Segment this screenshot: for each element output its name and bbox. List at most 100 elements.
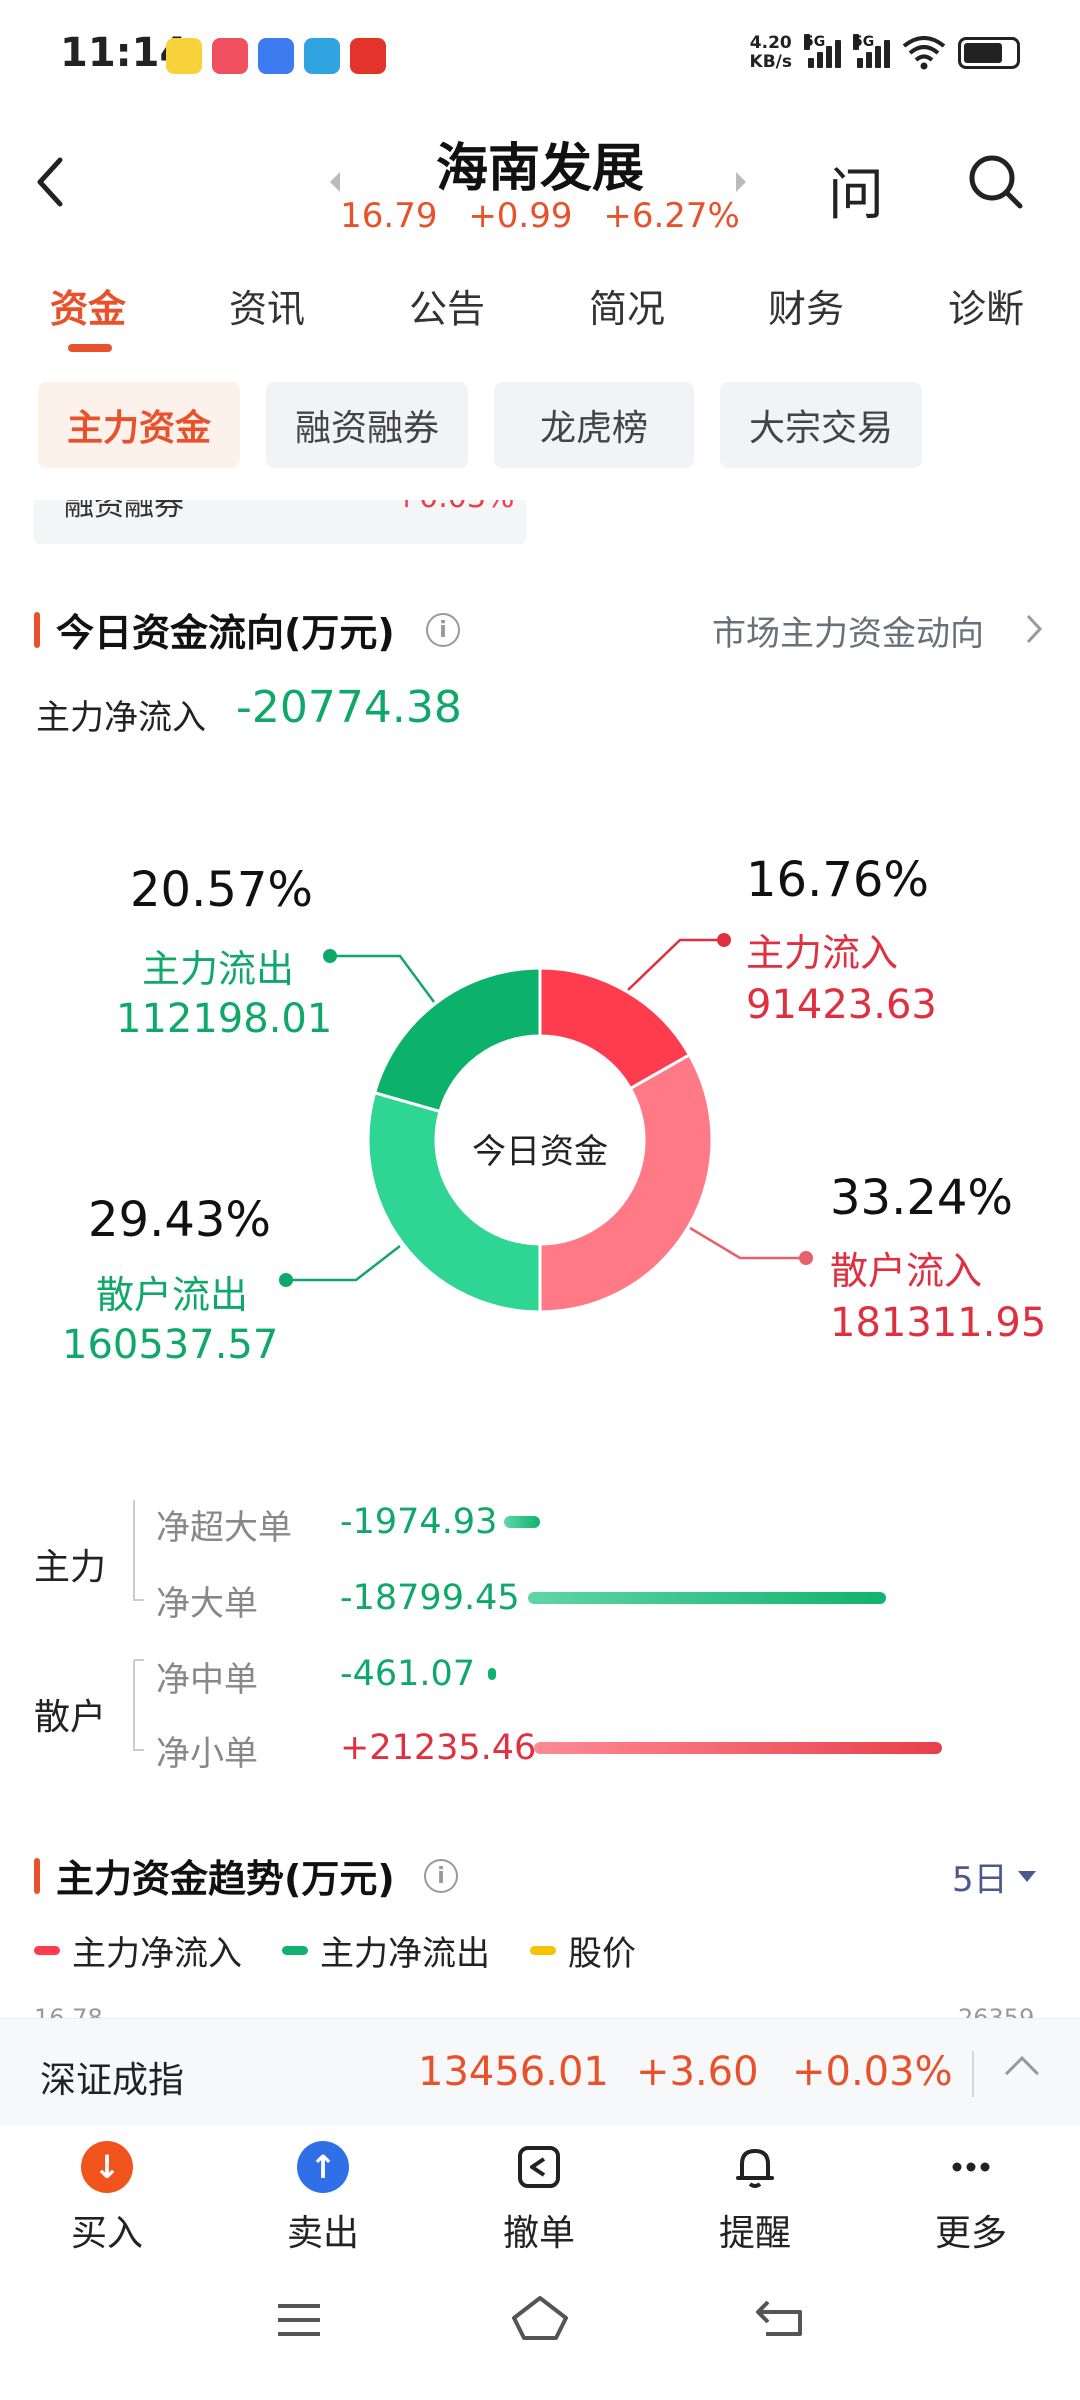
info-icon-2[interactable]: i <box>424 1859 458 1893</box>
retail-inflow-leader-dot <box>799 1251 813 1265</box>
chevron-right-icon[interactable] <box>1024 612 1044 646</box>
margin-card-value: +0.03% <box>394 500 514 515</box>
section-marker-2 <box>34 1858 40 1894</box>
flow-section-title: 今日资金流向(万元) <box>56 611 395 655</box>
row-super-large-bar <box>504 1516 540 1528</box>
buy-button[interactable]: ↓ 买入 <box>32 2140 182 2256</box>
cancel-order-button[interactable]: 撤单 <box>464 2140 614 2256</box>
stock-change: +0.99 <box>468 196 573 236</box>
retail-outflow-label: 散户流出 <box>96 1273 249 1317</box>
retail-outflow-leader-dot <box>279 1273 293 1287</box>
retail-outflow-pct: 29.43% <box>88 1192 272 1248</box>
ask-icon[interactable]: 问 <box>828 163 884 228</box>
tab-capital[interactable]: 资金 <box>50 287 127 331</box>
main-outflow-slice <box>372 966 542 1114</box>
trend-legend: 主力净流入 主力净流出 股价 <box>34 1926 636 1975</box>
net-speed: 4.20 KB/s <box>749 33 792 72</box>
main-outflow-leader <box>330 954 436 1003</box>
back-nav-icon[interactable] <box>754 2296 806 2340</box>
index-divider <box>972 2051 974 2097</box>
home-nav-icon[interactable] <box>510 2294 570 2342</box>
main-outflow-label: 主力流出 <box>142 947 295 991</box>
index-change: +3.60 <box>636 2049 759 2095</box>
quote-line: 16.79 +0.99 +6.27% <box>0 196 1080 236</box>
retail-outflow-slice <box>366 1090 542 1314</box>
wifi-icon <box>902 36 946 70</box>
row-small-label: 净小单 <box>156 1734 258 1774</box>
more-button[interactable]: 更多 <box>896 2140 1046 2256</box>
active-tab-indicator <box>68 344 112 352</box>
browser-app-icon <box>258 38 294 74</box>
main-inflow-leader <box>627 938 724 991</box>
signal-icon: 5G <box>804 34 841 68</box>
retail-outflow-leader <box>286 1245 401 1282</box>
index-ticker-bar[interactable]: 深证成指 13456.01 +3.60 +0.03% <box>0 2018 1080 2126</box>
subtab-block-trade[interactable]: 大宗交易 <box>720 382 922 468</box>
main-group-label: 主力 <box>34 1547 107 1588</box>
main-inflow-label: 主力流入 <box>746 931 899 975</box>
row-medium-bar <box>488 1668 496 1680</box>
net-inflow-value: -20774.38 <box>236 682 462 733</box>
main-outflow-value: 112198.01 <box>116 996 333 1042</box>
retail-group-label: 散户 <box>34 1697 107 1738</box>
buy-icon: ↓ <box>81 2141 133 2193</box>
row-super-large-value: -1974.93 <box>340 1502 498 1542</box>
chevron-up-icon[interactable] <box>1005 2056 1039 2090</box>
trend-section-title: 主力资金趋势(万元) <box>56 1857 395 1901</box>
telegram-icon <box>304 38 340 74</box>
stock-price: 16.79 <box>340 196 438 236</box>
status-indicators: 4.20 KB/s 5G 5G <box>750 34 1020 72</box>
cancel-order-icon <box>518 2146 560 2188</box>
row-super-large-label: 净超大单 <box>156 1508 292 1548</box>
retail-inflow-pct: 33.24% <box>830 1170 1014 1226</box>
section-marker <box>34 612 40 648</box>
app-notification-icon <box>166 38 202 74</box>
menu-nav-icon[interactable] <box>274 2300 324 2340</box>
prev-stock-icon[interactable] <box>330 172 340 192</box>
main-inflow-leader-dot <box>717 933 731 947</box>
more-icon <box>952 2162 990 2172</box>
row-medium-value: -461.07 <box>340 1654 476 1694</box>
main-outflow-pct: 20.57% <box>130 862 314 918</box>
subtab-main-capital[interactable]: 主力资金 <box>38 382 240 468</box>
donut-center-label: 今日资金 <box>472 1132 608 1172</box>
row-small-value: +21235.46 <box>340 1728 537 1768</box>
tab-announcements[interactable]: 公告 <box>409 287 486 331</box>
row-large-bar <box>528 1592 886 1604</box>
info-icon[interactable]: i <box>426 613 460 647</box>
legend-net-inflow: 主力净流入 <box>34 1926 242 1975</box>
next-stock-icon[interactable] <box>736 172 746 192</box>
battery-icon <box>958 37 1020 69</box>
retail-outflow-value: 160537.57 <box>62 1322 279 1368</box>
subtab-dragon-tiger[interactable]: 龙虎榜 <box>494 382 694 468</box>
period-selector[interactable]: 5日 <box>952 1852 1036 1901</box>
tab-diagnosis[interactable]: 诊断 <box>948 287 1025 331</box>
main-tabs: 资金 资讯 公告 简况 财务 诊断 <box>0 278 1080 358</box>
capital-donut-chart <box>279 933 813 1314</box>
notification-icons <box>166 38 386 74</box>
index-change-pct: +0.03% <box>792 2049 953 2095</box>
index-value: 13456.01 <box>418 2049 609 2095</box>
margin-card-label: 融资融券 <box>64 500 184 523</box>
index-name: 深证成指 <box>40 2060 185 2101</box>
signal-icon-2: 5G <box>853 34 890 68</box>
margin-card-partial: 融资融券 +0.03% <box>34 500 526 544</box>
legend-price: 股价 <box>530 1926 636 1975</box>
retail-inflow-label: 散户流入 <box>830 1249 983 1293</box>
net-inflow-label: 主力净流入 <box>36 698 206 738</box>
shop-app-icon <box>350 38 386 74</box>
reminder-button[interactable]: 提醒 <box>680 2140 830 2256</box>
subtab-margin[interactable]: 融资融券 <box>266 382 468 468</box>
video-app-icon <box>212 38 248 74</box>
sell-button[interactable]: ↑ 卖出 <box>248 2140 398 2256</box>
search-icon[interactable] <box>966 152 1026 212</box>
tab-news[interactable]: 资讯 <box>229 287 306 331</box>
row-large-value: -18799.45 <box>340 1578 520 1618</box>
tab-overview[interactable]: 简况 <box>589 287 666 331</box>
market-flow-link[interactable]: 市场主力资金动向 <box>712 614 984 654</box>
back-icon[interactable] <box>30 152 74 212</box>
tab-finance[interactable]: 财务 <box>768 287 845 331</box>
retail-inflow-leader <box>689 1226 806 1260</box>
stock-title: 海南发展 <box>435 139 644 199</box>
group-brackets <box>133 1500 144 1751</box>
